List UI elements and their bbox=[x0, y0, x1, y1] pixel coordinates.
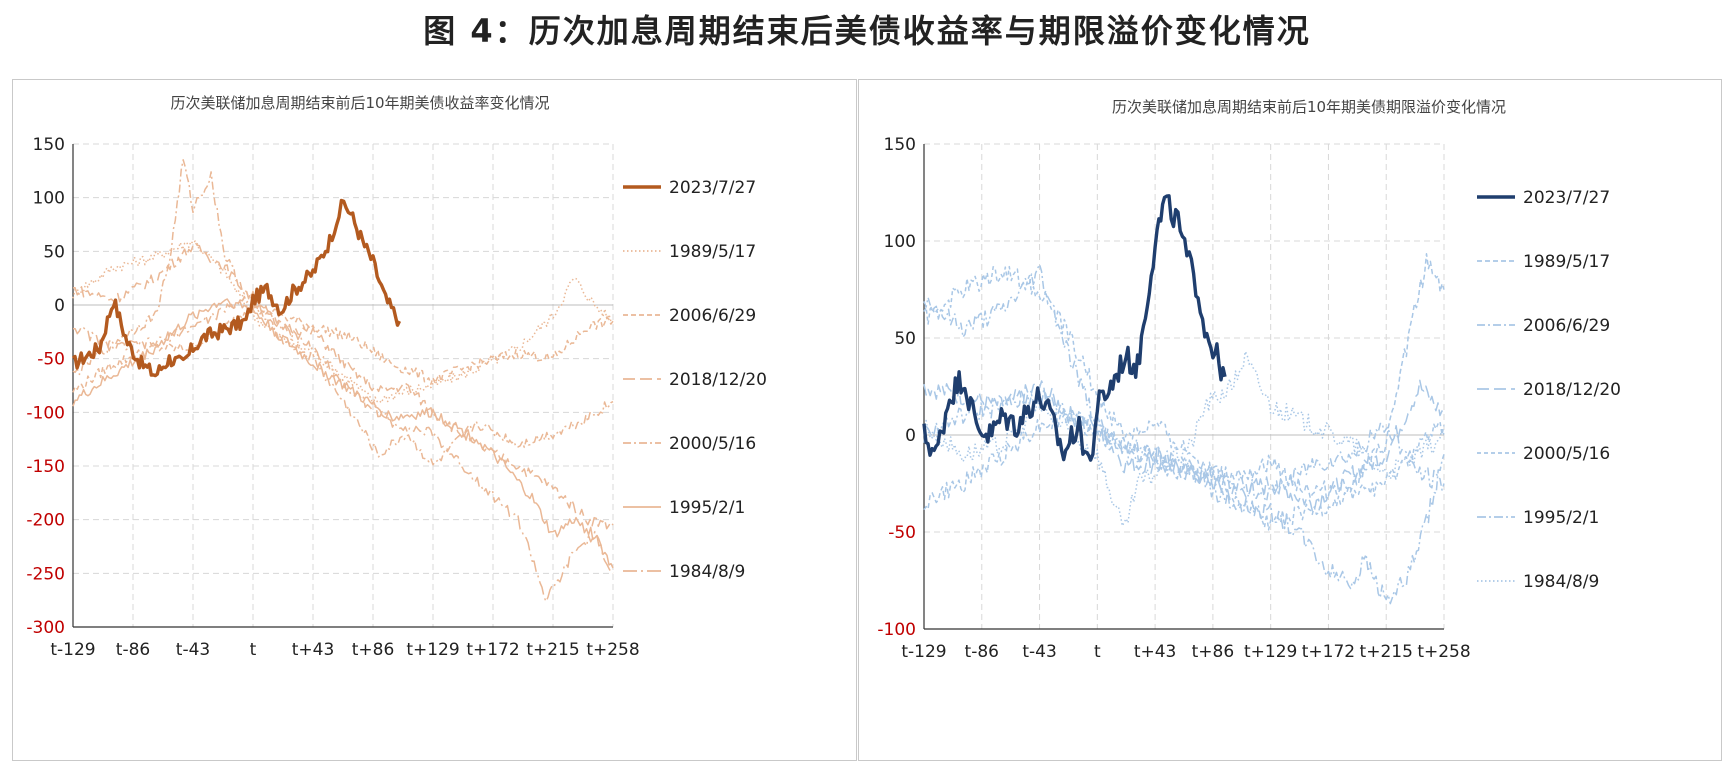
x-tick-label: t+129 bbox=[1244, 642, 1297, 662]
y-tick-label: 100 bbox=[33, 189, 65, 209]
x-tick-label: t+215 bbox=[1360, 642, 1413, 662]
right-chart-panel: 历次美联储加息周期结束前后10年期美债期限溢价变化情况 150 100 50 0 -50 -… bbox=[858, 79, 1722, 761]
x-tick-label: t+43 bbox=[1134, 642, 1177, 662]
legend-label: 2023/7/27 bbox=[1523, 188, 1610, 208]
series-line-2023/7/27 bbox=[71, 198, 402, 378]
y-tick-label: 150 bbox=[884, 135, 916, 155]
y-tick-label: -150 bbox=[26, 457, 65, 477]
y-tick-label: 0 bbox=[905, 426, 916, 446]
chart-title: 历次美联储加息周期结束前后10年期美债期限溢价变化情况 bbox=[1112, 98, 1506, 116]
series-line-1984/8/9 bbox=[923, 350, 1445, 527]
y-tick-label: 50 bbox=[894, 329, 916, 349]
x-tick-label: t-43 bbox=[176, 640, 210, 660]
x-tick-label: t+86 bbox=[1192, 642, 1235, 662]
series-line-1984/8/9 bbox=[72, 290, 614, 603]
x-tick-label: t+129 bbox=[406, 640, 459, 660]
x-tick-label: t-86 bbox=[965, 642, 999, 662]
legend-label: 2006/6/29 bbox=[1523, 316, 1610, 336]
y-tick-label: -50 bbox=[888, 523, 916, 543]
x-tick-label: t+86 bbox=[352, 640, 395, 660]
y-tick-label: -300 bbox=[26, 618, 65, 638]
legend-label: 2023/7/27 bbox=[669, 178, 756, 198]
legend-label: 2018/12/20 bbox=[1523, 380, 1621, 400]
series-line-2006/6/29 bbox=[923, 263, 1445, 503]
series-line-1995/2/1 bbox=[72, 298, 614, 569]
x-tick-label: t-129 bbox=[50, 640, 95, 660]
series-line-2023/7/27 bbox=[922, 194, 1227, 462]
x-tick-label: t+172 bbox=[1302, 642, 1355, 662]
y-tick-label: -50 bbox=[37, 350, 65, 370]
y-tick-label: 100 bbox=[884, 232, 916, 252]
series-line-2006/6/29 bbox=[72, 302, 614, 393]
x-tick-label: t-129 bbox=[901, 642, 946, 662]
x-tick-label: t+215 bbox=[526, 640, 579, 660]
x-tick-label: t-43 bbox=[1022, 642, 1056, 662]
legend-label: 1984/8/9 bbox=[1523, 572, 1599, 592]
legend-label: 1989/5/17 bbox=[669, 242, 756, 262]
legend-label: 1989/5/17 bbox=[1523, 252, 1610, 272]
legend-label: 2000/5/16 bbox=[1523, 444, 1610, 464]
y-tick-label: -200 bbox=[26, 511, 65, 531]
series-line-2000/5/16 bbox=[923, 265, 1445, 531]
y-tick-label: -250 bbox=[26, 564, 65, 584]
x-tick-label: t bbox=[1094, 642, 1101, 662]
legend-label: 2000/5/16 bbox=[669, 434, 756, 454]
legend-label: 1984/8/9 bbox=[669, 562, 745, 582]
y-tick-label: 150 bbox=[33, 135, 65, 155]
x-tick-label: t+258 bbox=[586, 640, 639, 660]
chart-title: 历次美联储加息周期结束前后10年期美债收益率变化情况 bbox=[170, 94, 549, 112]
y-tick-label: -100 bbox=[26, 403, 65, 423]
legend-label: 1995/2/1 bbox=[1523, 508, 1599, 528]
series-line-2018/12/20 bbox=[923, 379, 1445, 512]
x-tick-label: t-86 bbox=[116, 640, 150, 660]
x-tick-label: t+258 bbox=[1417, 642, 1470, 662]
series-line-2018/12/20 bbox=[72, 241, 614, 530]
page-title: 图 4：历次加息周期结束后美债收益率与期限溢价变化情况 bbox=[423, 12, 1311, 50]
series-line-1995/2/1 bbox=[923, 389, 1445, 605]
left-chart-panel: 历次美联储加息周期结束前后10年期美债收益率变化情况 150 100 50 0 -50 -1… bbox=[12, 79, 857, 761]
x-tick-label: t+172 bbox=[466, 640, 519, 660]
y-tick-label: 0 bbox=[54, 296, 65, 316]
legend-label: 2006/6/29 bbox=[669, 306, 756, 326]
legend-label: 2018/12/20 bbox=[669, 370, 767, 390]
series-line-1989/5/17 bbox=[923, 253, 1445, 511]
legend-label: 1995/2/1 bbox=[669, 498, 745, 518]
series-line-1989/5/17 bbox=[72, 240, 614, 405]
yield-chart: 历次美联储加息周期结束前后10年期美债收益率变化情况 150 100 50 0 -50 -1… bbox=[26, 94, 767, 660]
y-tick-label: 50 bbox=[43, 242, 65, 262]
term-premium-chart: 历次美联储加息周期结束前后10年期美债期限溢价变化情况 150 100 50 0 -50 -… bbox=[877, 98, 1621, 662]
x-tick-label: t bbox=[250, 640, 257, 660]
y-tick-label: -100 bbox=[877, 620, 916, 640]
x-tick-label: t+43 bbox=[292, 640, 335, 660]
series-line-2000/5/16 bbox=[72, 159, 614, 466]
